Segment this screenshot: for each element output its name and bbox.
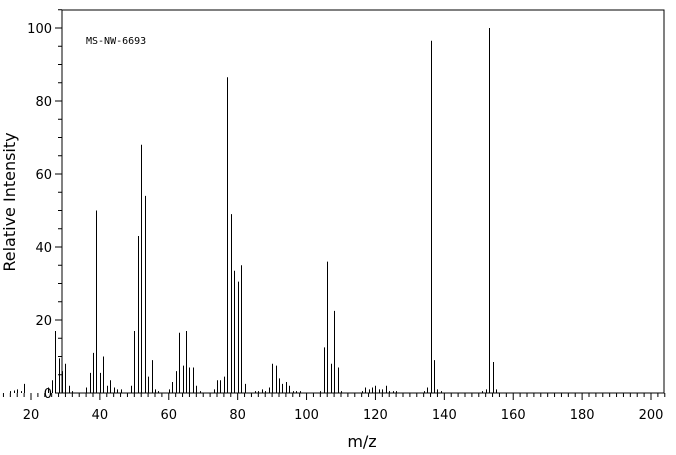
chart-labels: MS-NW-6693 m/z Relative Intensity (0, 36, 377, 451)
y-tick-label: 100 (27, 22, 52, 37)
y-axis-title: Relative Intensity (0, 132, 19, 271)
x-tick-label: 160 (501, 408, 526, 423)
y-tick-label: 60 (35, 168, 52, 183)
x-tick-label: 80 (229, 408, 246, 423)
y-tick-label: 20 (35, 314, 52, 329)
spectrum-id-annotation: MS-NW-6693 (86, 36, 146, 47)
spectrum-bars (10, 28, 497, 393)
x-tick-label: 140 (432, 408, 457, 423)
y-tick-label: 0 (44, 387, 52, 402)
x-tick-label: 120 (363, 408, 388, 423)
plot-frame (61, 9, 665, 394)
x-tick-label: 100 (294, 408, 319, 423)
x-tick-label: 200 (639, 408, 664, 423)
axes: 20 40 60 80 100 120 140 160 180 200 0 20 40 60 80 100 (2, 9, 666, 423)
x-tick-label: 20 (23, 408, 40, 423)
y-tick-label: 40 (35, 241, 52, 256)
x-tick-label: 60 (161, 408, 178, 423)
x-tick-label: 180 (570, 408, 595, 423)
x-tick-label: 40 (92, 408, 109, 423)
x-axis-title: m/z (347, 432, 376, 451)
y-tick-label: 80 (35, 95, 52, 110)
